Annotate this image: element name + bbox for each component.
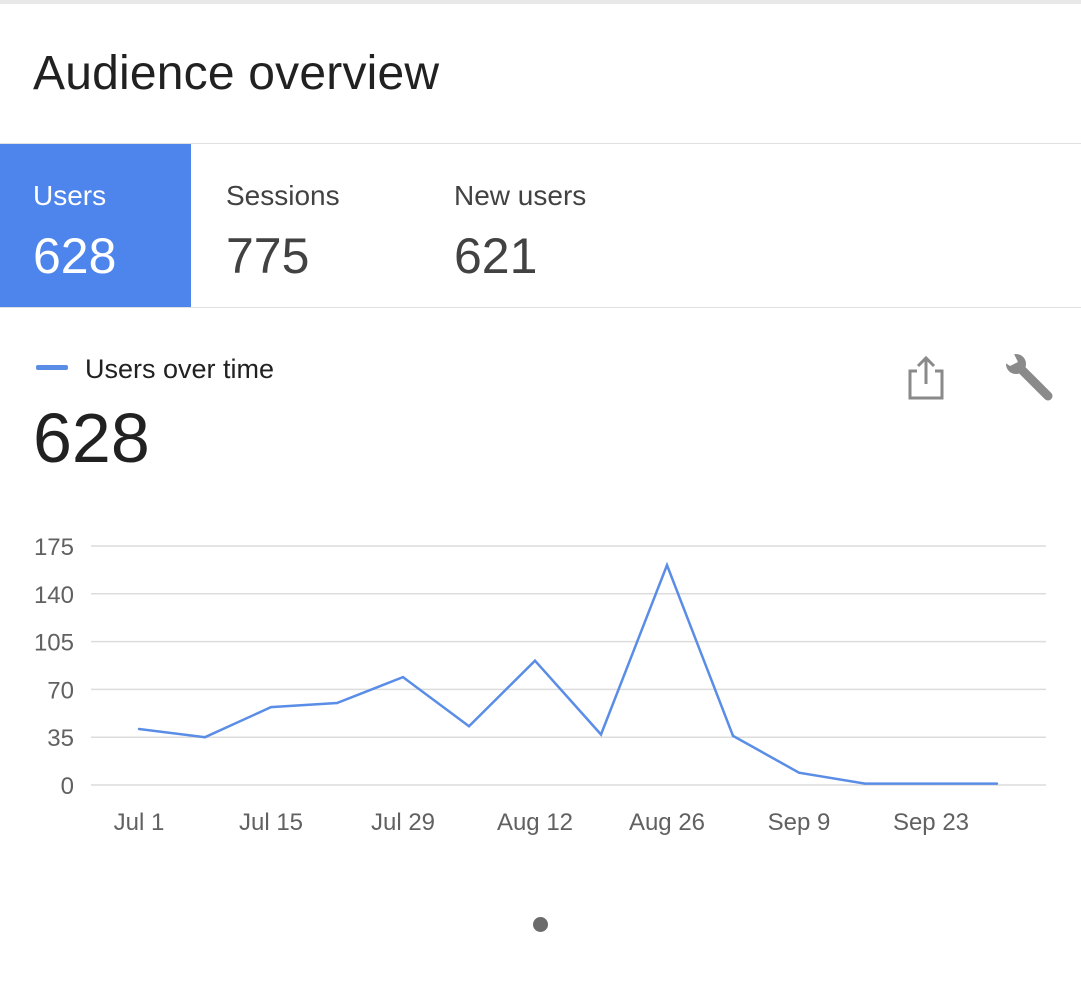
data-point [731,734,735,738]
data-point [797,771,801,774]
legend-swatch [36,365,68,370]
tab-users-value: 628 [33,228,117,284]
data-point [929,782,933,785]
tab-new-users-value: 621 [454,228,538,284]
x-tick-label: Jul 1 [114,809,165,836]
y-tick-label: 140 [34,582,74,609]
x-tick-label: Aug 26 [629,809,705,836]
tab-new-users[interactable]: New users 621 [421,144,651,307]
y-tick-label: 70 [47,677,74,704]
x-tick-label: Jul 15 [239,809,303,836]
data-point [599,733,603,736]
data-point [269,705,273,709]
page-title: Audience overview [33,47,440,100]
data-point [137,727,141,731]
share-icon [908,355,944,400]
tab-users[interactable]: Users 628 [0,144,191,307]
legend-label: Users over time [85,354,275,384]
share-button[interactable] [898,350,954,406]
tab-sessions-value: 775 [226,228,310,284]
data-point [533,659,537,662]
x-tick-label: Sep 9 [768,809,831,836]
customize-button[interactable] [1000,350,1056,406]
data-point [203,736,207,739]
tab-sessions[interactable]: Sessions 775 [191,144,421,307]
data-point [665,563,669,567]
tab-sessions-label: Sessions [226,180,340,211]
data-point [995,782,999,785]
data-point [335,701,339,705]
metric-tabs: Users 628 Sessions 775 New users 621 [0,144,1081,307]
data-point [401,675,405,679]
y-tick-label: 105 [34,630,74,657]
wrench-icon [1004,354,1053,401]
top-rule [0,0,1081,4]
y-tick-label: 0 [61,773,74,800]
tab-new-users-label: New users [454,180,587,211]
metric-total: 628 [33,399,150,477]
tabs-top-divider [0,143,1081,144]
tab-users-label: Users [33,180,107,211]
data-point [467,725,471,728]
users-line-chart: 0 35 70 105 140 175 Jul 1 Jul 15 Jul 29 Aug 12 Aug… [0,520,1081,860]
data-point [863,782,867,785]
chart-svg: 0 35 70 105 140 175 Jul 1 Jul 15 Jul 29 Aug 12 Aug… [34,534,1046,836]
page-indicator-dot[interactable] [533,917,548,932]
series-line [138,561,997,785]
x-tick-label: Sep 23 [893,809,969,836]
y-tick-label: 175 [34,534,74,561]
y-tick-label: 35 [47,725,74,752]
x-tick-label: Aug 12 [497,809,573,836]
x-tick-label: Jul 29 [371,809,435,836]
tabs-bottom-divider [0,307,1081,308]
